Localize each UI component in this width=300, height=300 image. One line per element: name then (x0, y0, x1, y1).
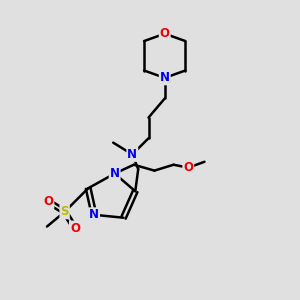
Text: O: O (160, 27, 170, 40)
Text: N: N (110, 167, 120, 180)
Text: O: O (44, 195, 53, 208)
Text: N: N (160, 71, 170, 84)
Text: N: N (89, 208, 99, 221)
Text: N: N (127, 148, 137, 161)
Text: O: O (70, 221, 80, 235)
Text: S: S (60, 205, 69, 218)
Text: O: O (183, 161, 193, 174)
